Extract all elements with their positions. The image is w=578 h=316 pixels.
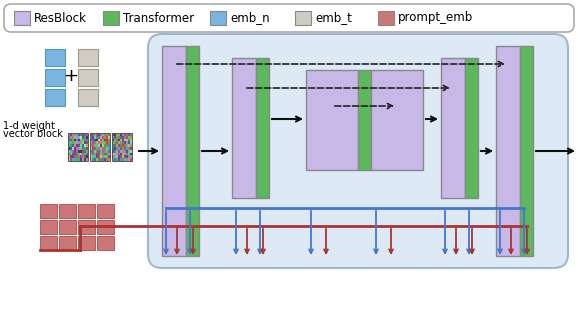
- FancyBboxPatch shape: [441, 58, 465, 198]
- FancyBboxPatch shape: [40, 204, 57, 218]
- FancyBboxPatch shape: [496, 46, 520, 256]
- FancyBboxPatch shape: [358, 70, 371, 170]
- FancyBboxPatch shape: [103, 11, 119, 25]
- Text: 1-d weight: 1-d weight: [3, 121, 55, 131]
- FancyBboxPatch shape: [232, 58, 256, 198]
- Text: ResBlock: ResBlock: [34, 11, 87, 25]
- FancyBboxPatch shape: [520, 46, 533, 256]
- FancyBboxPatch shape: [295, 11, 311, 25]
- Text: emb_t: emb_t: [315, 11, 352, 25]
- FancyBboxPatch shape: [186, 46, 199, 256]
- FancyBboxPatch shape: [78, 69, 98, 86]
- FancyBboxPatch shape: [97, 220, 114, 234]
- FancyBboxPatch shape: [210, 11, 226, 25]
- FancyBboxPatch shape: [40, 220, 57, 234]
- FancyBboxPatch shape: [78, 220, 95, 234]
- FancyBboxPatch shape: [4, 4, 574, 32]
- FancyBboxPatch shape: [45, 89, 65, 106]
- FancyBboxPatch shape: [40, 236, 57, 250]
- Text: Transformer: Transformer: [123, 11, 194, 25]
- FancyBboxPatch shape: [78, 236, 95, 250]
- FancyBboxPatch shape: [59, 204, 76, 218]
- FancyBboxPatch shape: [14, 11, 30, 25]
- FancyBboxPatch shape: [78, 89, 98, 106]
- FancyBboxPatch shape: [59, 220, 76, 234]
- Text: prompt_emb: prompt_emb: [398, 11, 473, 25]
- FancyBboxPatch shape: [148, 34, 568, 268]
- FancyBboxPatch shape: [97, 236, 114, 250]
- Text: emb_n: emb_n: [230, 11, 269, 25]
- FancyBboxPatch shape: [465, 58, 478, 198]
- FancyBboxPatch shape: [59, 236, 76, 250]
- FancyBboxPatch shape: [371, 70, 423, 170]
- FancyBboxPatch shape: [78, 204, 95, 218]
- FancyBboxPatch shape: [45, 69, 65, 86]
- FancyBboxPatch shape: [306, 70, 358, 170]
- FancyBboxPatch shape: [256, 58, 269, 198]
- FancyBboxPatch shape: [78, 49, 98, 66]
- Text: +: +: [64, 67, 79, 85]
- Text: vector block: vector block: [3, 129, 63, 139]
- FancyBboxPatch shape: [97, 204, 114, 218]
- FancyBboxPatch shape: [162, 46, 186, 256]
- FancyBboxPatch shape: [378, 11, 394, 25]
- FancyBboxPatch shape: [45, 49, 65, 66]
